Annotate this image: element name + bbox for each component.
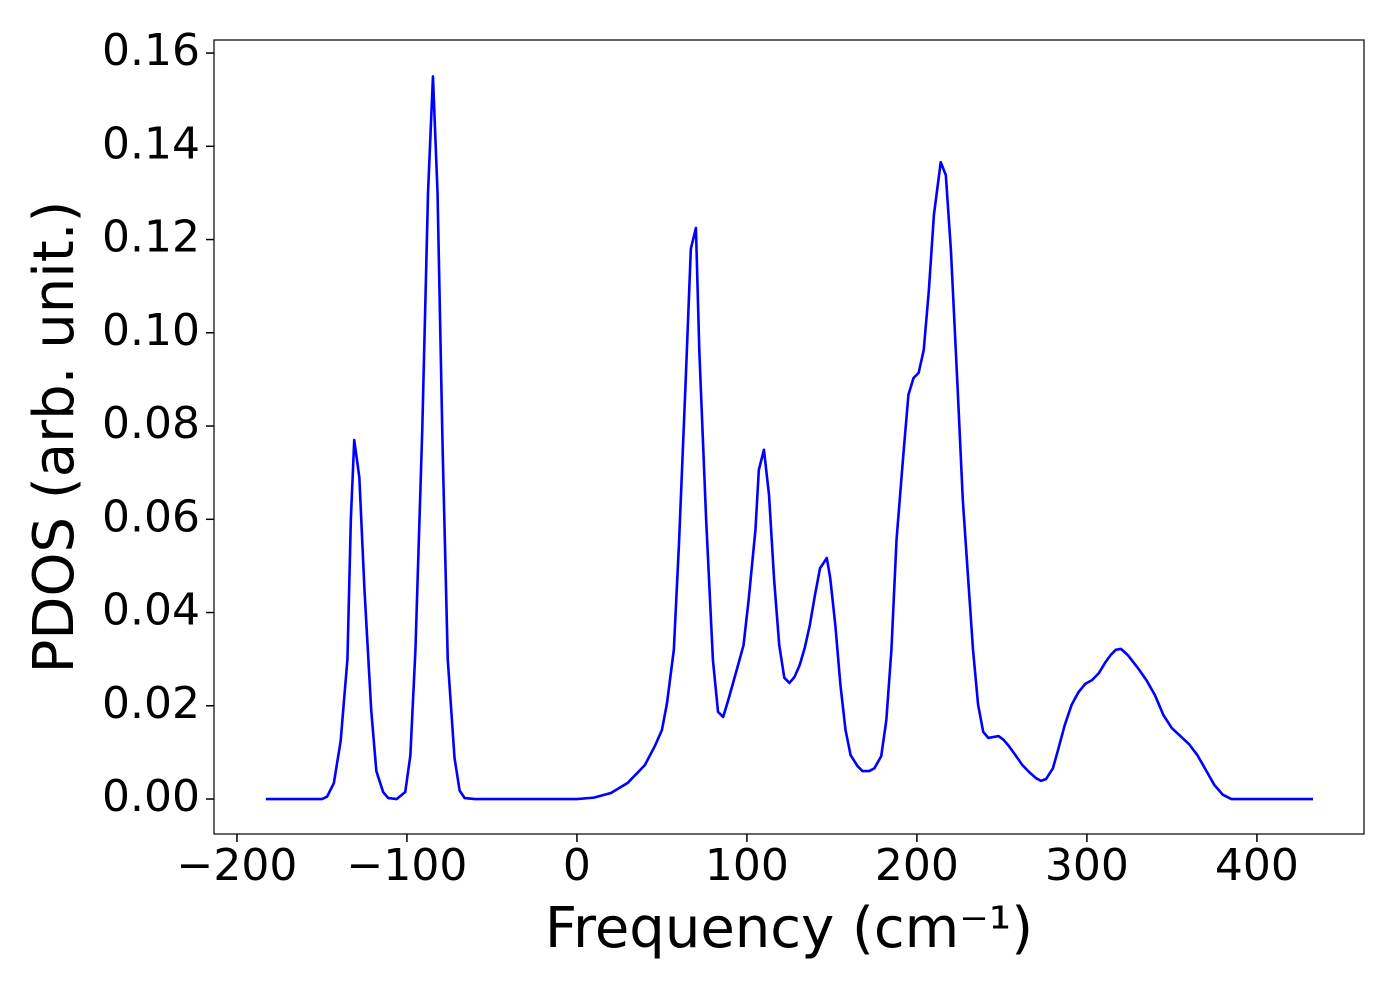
y-axis-label: PDOS (arb. unit.)	[22, 201, 87, 674]
y-tick-label: 0.12	[102, 212, 200, 263]
x-tick-label: −200	[177, 840, 298, 891]
y-tick-label: 0.00	[102, 771, 200, 822]
y-tick-label: 0.14	[102, 118, 200, 169]
plot-frame	[213, 39, 1365, 835]
x-axis-label: Frequency (cm⁻¹)	[545, 896, 1033, 961]
x-tick-label: 400	[1215, 840, 1299, 891]
y-tick-label: 0.02	[102, 678, 200, 729]
y-tick-label: 0.04	[102, 585, 200, 636]
y-tick-label: 0.16	[102, 25, 200, 76]
data-line	[265, 75, 1313, 801]
y-tick-label: 0.10	[102, 305, 200, 356]
x-tick-label: 100	[705, 840, 789, 891]
x-tick-label: −100	[347, 840, 468, 891]
x-tick-label: 200	[875, 840, 959, 891]
y-tick-label: 0.08	[102, 398, 200, 449]
x-tick-label: 300	[1045, 840, 1129, 891]
x-tick-label: 0	[563, 840, 591, 891]
y-tick-label: 0.06	[102, 491, 200, 542]
